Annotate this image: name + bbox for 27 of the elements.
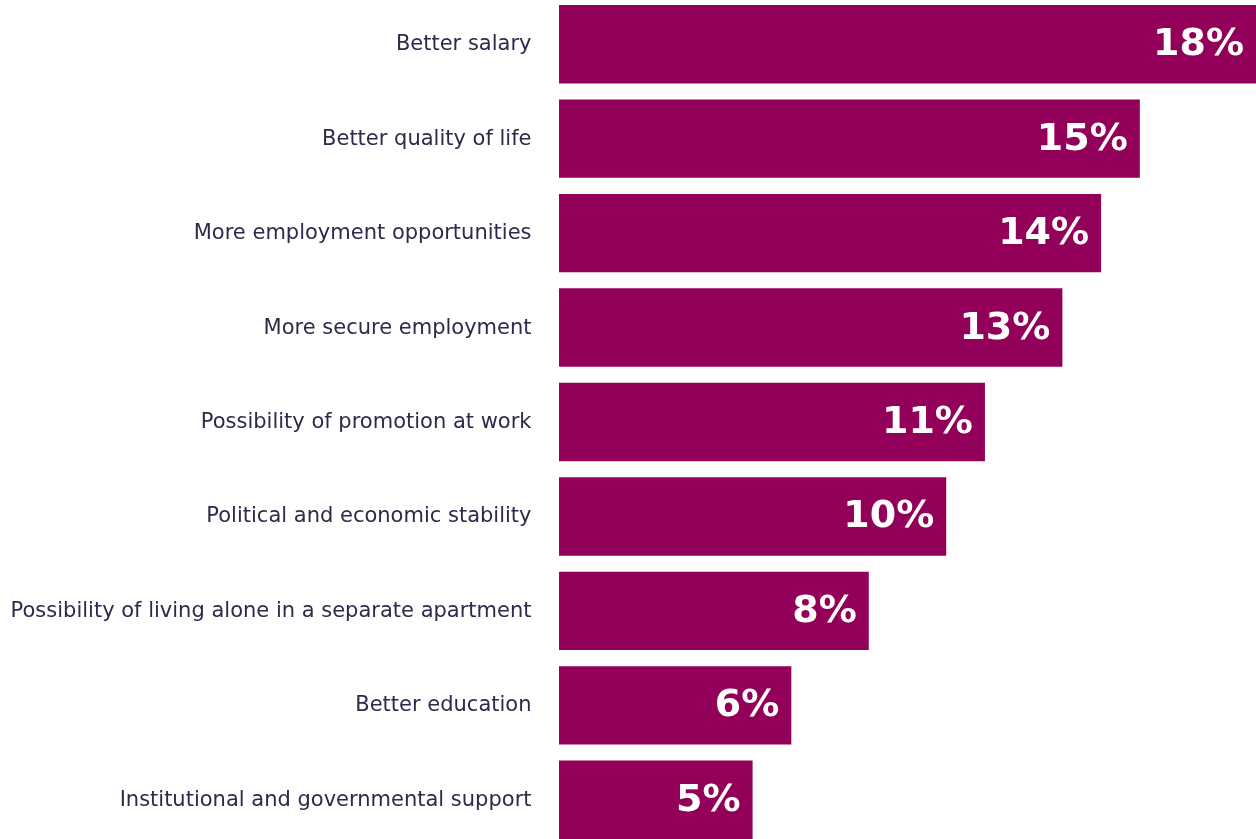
y-tick-label: More secure employment — [263, 314, 532, 339]
data-label: 5% — [676, 775, 741, 820]
y-tick-label: More employment opportunities — [193, 220, 532, 245]
data-label: 8% — [792, 586, 857, 631]
bar — [559, 5, 1256, 84]
data-label: 15% — [1036, 114, 1128, 159]
data-label: 6% — [714, 681, 780, 726]
y-tick-label: Better salary — [395, 31, 532, 56]
bar — [559, 99, 1140, 178]
data-label: 13% — [959, 303, 1051, 348]
bar — [559, 193, 1102, 273]
data-label: 10% — [843, 492, 935, 537]
y-tick-label: Possibility of living alone in a separate apartment — [10, 597, 532, 622]
bar — [559, 288, 1063, 367]
data-label: 18% — [1153, 20, 1244, 65]
data-label: 14% — [998, 209, 1090, 254]
y-tick-label: Better quality of life — [322, 125, 532, 150]
y-tick-label: Better education — [355, 692, 532, 717]
y-tick-label: Political and economic stability — [206, 503, 532, 528]
data-label: 11% — [881, 398, 973, 442]
bar — [559, 760, 753, 839]
bar — [559, 666, 792, 745]
y-tick-label: Possibility of promotion at work — [200, 409, 533, 433]
y-tick-label: Institutional and governmental support — [119, 786, 532, 811]
bar — [559, 571, 869, 651]
bar — [559, 382, 985, 462]
bar — [559, 477, 947, 556]
